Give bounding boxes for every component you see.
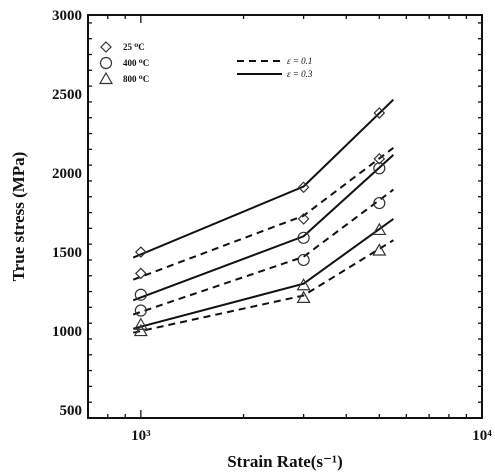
legend-line-label: ε = 0.3 [287, 69, 313, 79]
series-line [132, 154, 395, 302]
triangle-marker [372, 222, 387, 236]
diamond-marker [134, 246, 147, 258]
y-axis-title: True stress (MPa) [9, 152, 28, 282]
diamond-marker [297, 181, 310, 194]
series-line [132, 147, 395, 281]
circle-marker [297, 253, 310, 267]
circle-marker [297, 231, 310, 244]
diamond-marker [100, 41, 112, 53]
y-tick-label: 1500 [52, 245, 82, 261]
triangle-marker [133, 323, 148, 337]
data-markers [133, 107, 387, 337]
triangle-marker [133, 317, 148, 330]
y-tick-label: 1000 [52, 324, 82, 340]
y-tick-label: 3000 [52, 8, 82, 24]
legend-marker-label: 800 ⁰C [123, 74, 149, 84]
diamond-marker [134, 267, 147, 280]
series-line [132, 188, 394, 316]
plot-frame [87, 14, 483, 419]
legend-marker-label: 400 ⁰C [123, 58, 149, 68]
triangle-marker [372, 243, 387, 256]
circle-marker [134, 304, 147, 317]
series-line [132, 218, 394, 330]
circle-marker [373, 196, 386, 210]
y-tick-label: 2000 [52, 166, 82, 182]
y-tick-label: 500 [60, 403, 83, 419]
y-tick-label: 2500 [52, 87, 82, 103]
circle-marker [373, 162, 386, 175]
circle-marker [99, 56, 113, 70]
series-line [132, 98, 395, 259]
diamond-marker [373, 152, 386, 165]
diamond-marker [297, 213, 310, 225]
diamond-marker [373, 107, 386, 119]
legend: 25 ⁰C 400 ⁰C 800 ⁰C ε = 0.1 ε = 0.3 [98, 41, 313, 85]
legend-marker-label: 25 ⁰C [123, 42, 145, 52]
fit-lines [132, 98, 395, 334]
triangle-marker [296, 278, 311, 291]
axes: 500 1000 1500 2000 2500 3000 10³ 10⁴ [52, 8, 492, 444]
x-tick-label: 10⁴ [472, 428, 492, 444]
x-axis-title: Strain Rate(s⁻¹) [227, 452, 343, 471]
circle-marker [134, 288, 147, 301]
triangle-marker [296, 290, 311, 303]
series-line [132, 239, 394, 334]
triangle-marker [98, 71, 114, 85]
legend-line-label: ε = 0.1 [287, 56, 312, 66]
x-tick-label: 10³ [131, 428, 151, 444]
